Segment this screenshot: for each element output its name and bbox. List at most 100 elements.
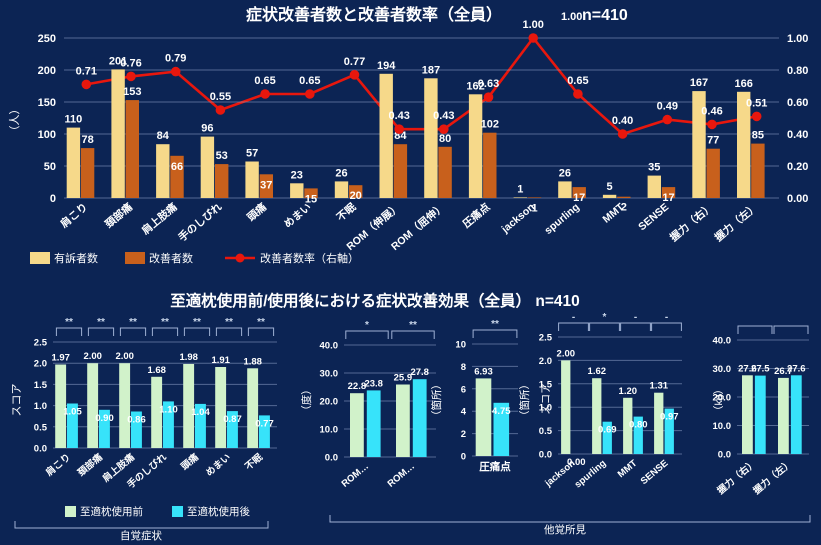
svg-text:スコア: スコア bbox=[540, 383, 552, 415]
svg-text:症状改善者数と改善者数率（全員）: 症状改善者数と改善者数率（全員） bbox=[246, 5, 502, 24]
svg-text:20.0: 20.0 bbox=[320, 397, 339, 408]
svg-text:96: 96 bbox=[201, 123, 213, 135]
svg-text:0.77: 0.77 bbox=[255, 418, 274, 429]
svg-text:0.46: 0.46 bbox=[701, 105, 722, 117]
svg-text:8: 8 bbox=[461, 362, 466, 373]
svg-text:66: 66 bbox=[171, 161, 183, 173]
svg-text:**: ** bbox=[257, 317, 265, 328]
svg-text:26: 26 bbox=[335, 167, 347, 179]
svg-text:0.00: 0.00 bbox=[787, 193, 808, 205]
svg-text:*: * bbox=[603, 312, 607, 323]
svg-text:200: 200 bbox=[38, 65, 56, 77]
svg-text:スコア: スコア bbox=[11, 384, 23, 417]
svg-text:0.0: 0.0 bbox=[34, 444, 47, 455]
svg-text:**: ** bbox=[161, 317, 169, 328]
svg-text:1.0: 1.0 bbox=[34, 401, 47, 412]
svg-text:187: 187 bbox=[422, 64, 440, 76]
svg-text:150: 150 bbox=[38, 97, 56, 109]
svg-text:1.62: 1.62 bbox=[588, 366, 607, 377]
svg-text:**: ** bbox=[193, 317, 201, 328]
svg-text:250: 250 bbox=[38, 33, 56, 45]
svg-text:0.20: 0.20 bbox=[787, 161, 808, 173]
svg-text:至適枕使用後: 至適枕使用後 bbox=[187, 505, 250, 518]
svg-text:改善者数: 改善者数 bbox=[149, 251, 193, 265]
svg-text:0.55: 0.55 bbox=[210, 91, 231, 103]
svg-text:0.40: 0.40 bbox=[612, 115, 633, 127]
svg-text:改善者数率（右軸）: 改善者数率（右軸） bbox=[260, 251, 359, 265]
svg-text:1.20: 1.20 bbox=[619, 386, 638, 397]
svg-text:**: ** bbox=[409, 320, 417, 331]
svg-text:0.49: 0.49 bbox=[657, 101, 678, 113]
svg-text:167: 167 bbox=[690, 77, 708, 89]
svg-text:40.0: 40.0 bbox=[320, 341, 339, 352]
svg-text:（箇所）: （箇所） bbox=[430, 379, 443, 421]
svg-text:27.6: 27.6 bbox=[787, 363, 806, 374]
svg-text:0.60: 0.60 bbox=[787, 97, 808, 109]
svg-text:**: ** bbox=[97, 317, 105, 328]
svg-text:（度）: （度） bbox=[300, 384, 313, 416]
svg-text:2.00: 2.00 bbox=[115, 351, 134, 362]
svg-text:35: 35 bbox=[648, 162, 660, 174]
svg-text:-: - bbox=[572, 312, 575, 323]
svg-text:0.0: 0.0 bbox=[325, 453, 338, 464]
svg-text:（kg）: （kg） bbox=[713, 384, 725, 416]
svg-text:27.5: 27.5 bbox=[751, 364, 770, 375]
svg-text:194: 194 bbox=[377, 60, 396, 72]
svg-text:0.76: 0.76 bbox=[120, 57, 141, 69]
svg-text:23.8: 23.8 bbox=[364, 378, 383, 389]
svg-text:0.69: 0.69 bbox=[598, 425, 617, 436]
svg-text:50: 50 bbox=[44, 161, 56, 173]
svg-text:4.75: 4.75 bbox=[492, 406, 511, 417]
svg-text:84: 84 bbox=[157, 130, 170, 142]
svg-text:1: 1 bbox=[517, 183, 523, 195]
svg-text:57: 57 bbox=[246, 148, 258, 160]
svg-text:0.5: 0.5 bbox=[34, 422, 48, 433]
svg-text:10.0: 10.0 bbox=[713, 421, 732, 432]
svg-text:1.97: 1.97 bbox=[51, 353, 70, 364]
svg-text:**: ** bbox=[129, 317, 137, 328]
svg-text:0.87: 0.87 bbox=[223, 414, 242, 425]
svg-text:0: 0 bbox=[50, 193, 56, 205]
svg-text:2.0: 2.0 bbox=[539, 356, 552, 367]
svg-text:1.88: 1.88 bbox=[243, 356, 262, 367]
svg-text:25.9: 25.9 bbox=[394, 373, 413, 384]
svg-text:6: 6 bbox=[461, 384, 466, 395]
svg-text:22.8: 22.8 bbox=[348, 381, 367, 392]
svg-text:n=410: n=410 bbox=[582, 7, 628, 24]
svg-text:（人）: （人） bbox=[8, 104, 21, 137]
svg-text:1.00: 1.00 bbox=[522, 19, 543, 31]
svg-text:0.79: 0.79 bbox=[165, 53, 186, 65]
svg-text:0.80: 0.80 bbox=[787, 65, 808, 77]
svg-text:至適枕使用前/使用後における症状改善効果（全員） n=410: 至適枕使用前/使用後における症状改善効果（全員） n=410 bbox=[170, 291, 580, 310]
svg-text:10: 10 bbox=[455, 340, 466, 351]
svg-text:2: 2 bbox=[461, 429, 466, 440]
svg-text:（箇所）: （箇所） bbox=[518, 379, 531, 421]
svg-text:85: 85 bbox=[752, 130, 764, 142]
svg-text:0.51: 0.51 bbox=[746, 97, 767, 109]
svg-text:2.00: 2.00 bbox=[83, 351, 102, 362]
svg-text:2.0: 2.0 bbox=[34, 359, 47, 370]
svg-text:110: 110 bbox=[65, 114, 83, 126]
svg-text:他覚所見: 他覚所見 bbox=[544, 523, 586, 536]
svg-text:1.91: 1.91 bbox=[211, 355, 230, 366]
svg-text:1.68: 1.68 bbox=[147, 365, 166, 376]
svg-text:153: 153 bbox=[123, 86, 141, 98]
svg-text:37: 37 bbox=[260, 179, 272, 191]
svg-text:102: 102 bbox=[481, 119, 499, 131]
svg-text:80: 80 bbox=[439, 133, 451, 145]
svg-text:**: ** bbox=[225, 317, 233, 328]
svg-text:0: 0 bbox=[461, 452, 466, 463]
svg-text:0.65: 0.65 bbox=[254, 75, 275, 87]
svg-text:20: 20 bbox=[350, 190, 362, 202]
svg-text:自覚症状: 自覚症状 bbox=[120, 529, 162, 542]
svg-text:1.10: 1.10 bbox=[159, 404, 178, 415]
svg-text:-: - bbox=[665, 312, 668, 323]
svg-text:**: ** bbox=[491, 319, 499, 330]
svg-text:23: 23 bbox=[291, 169, 303, 181]
svg-text:4: 4 bbox=[461, 407, 467, 418]
svg-text:0.43: 0.43 bbox=[388, 110, 409, 122]
svg-text:0.65: 0.65 bbox=[567, 75, 588, 87]
svg-text:0.40: 0.40 bbox=[787, 129, 808, 141]
svg-text:*: * bbox=[365, 320, 369, 331]
svg-text:0.43: 0.43 bbox=[433, 110, 454, 122]
